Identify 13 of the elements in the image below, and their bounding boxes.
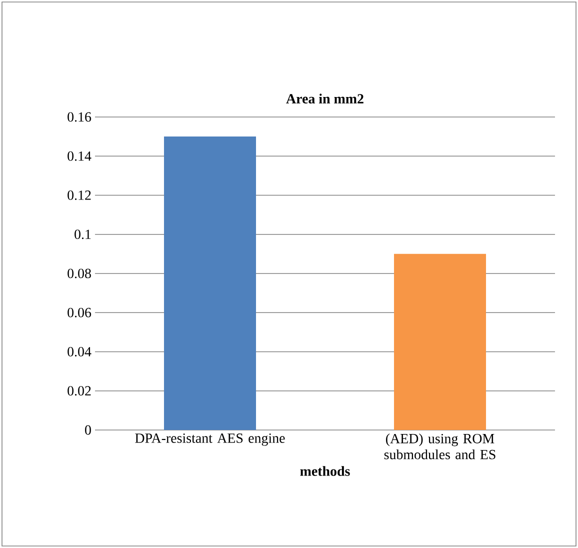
x-axis-title: methods <box>300 466 350 476</box>
y-tick-label: 0.14 <box>68 151 92 161</box>
y-tick-label: 0.02 <box>68 386 91 396</box>
x-tick-label: (AED) using ROM submodules and ES <box>384 434 496 460</box>
y-tick-label: 0.04 <box>68 347 92 356</box>
y-tick-label: 0.16 <box>68 112 92 122</box>
chart-title: Area in mm2 <box>286 94 364 104</box>
y-tick-label: 0.06 <box>68 308 92 318</box>
y-tick-label: 0.12 <box>68 190 91 200</box>
x-tick-label: DPA-resistant AES engine <box>135 434 285 446</box>
y-tick-label: 0.1 <box>74 230 91 240</box>
y-tick-label: 0.08 <box>68 268 91 278</box>
y-tick-label: 0 <box>85 425 91 435</box>
